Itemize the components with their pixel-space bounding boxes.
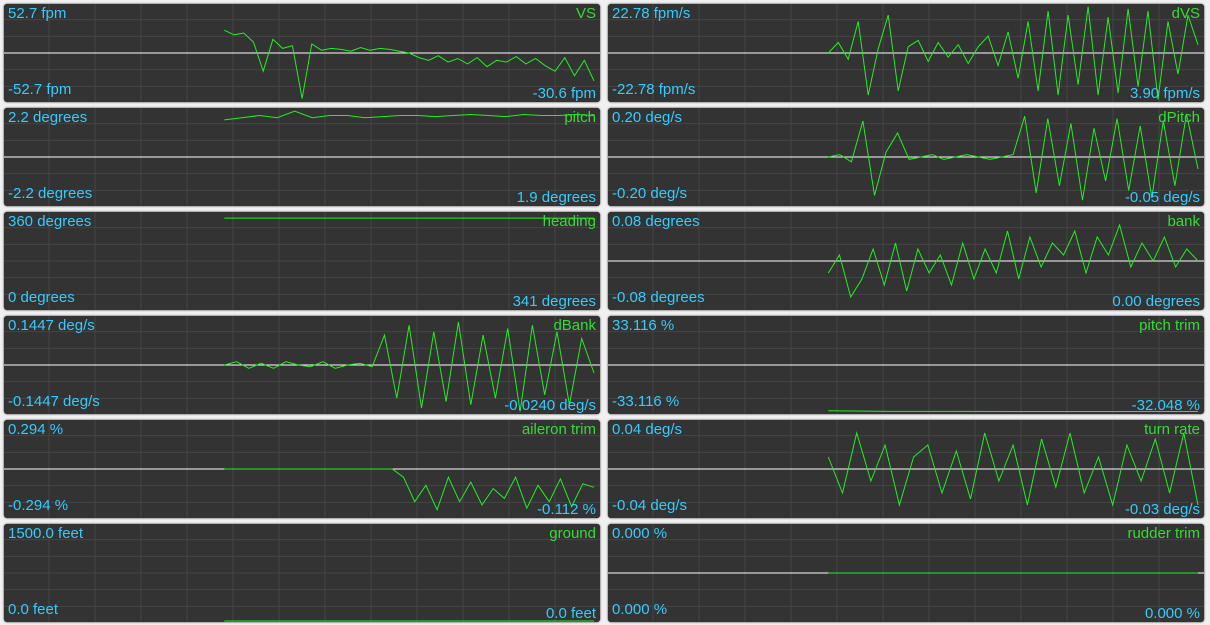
trace [827,6,1199,100]
max-label: 22.78 fpm/s [612,5,690,22]
max-label: 33.116 % [612,317,674,334]
current-value: 341 degrees [513,293,596,310]
min-label: -0.08 degrees [612,289,705,306]
max-label: 0.000 % [612,525,667,542]
current-value: 3.90 fpm/s [1130,85,1200,102]
trace [224,321,595,412]
current-value: -0.112 % [537,501,596,518]
panel: 1500.0 feet 0.0 feet ground 0.0 feet [2,522,602,624]
channel-name: dVS [1172,5,1200,22]
panel: 0.08 degrees -0.08 degrees bank 0.00 degree… [606,210,1206,312]
current-value: 0.000 % [1145,605,1200,622]
current-value: 0.00 degrees [1112,293,1200,310]
min-label: -0.294 % [8,497,68,514]
min-label: -0.04 deg/s [612,497,687,514]
max-label: 2.2 degrees [8,109,87,126]
panel: 2.2 degrees -2.2 degrees pitch 1.9 degrees [2,106,602,208]
channel-name: pitch [564,109,596,126]
trace [828,410,1198,412]
min-label: 0.000 % [612,601,667,618]
min-label: -52.7 fpm [8,81,71,98]
channel-name: dPitch [1158,109,1200,126]
max-label: 0.1447 deg/s [8,317,95,334]
trace [827,223,1199,299]
trace [827,431,1199,507]
channel-name: aileron trim [522,421,596,438]
min-label: -22.78 fpm/s [612,81,695,98]
panel: 0.294 % -0.294 % aileron trim -0.112 % [2,418,602,520]
panel: 33.116 % -33.116 % pitch trim -32.048 % [606,314,1206,416]
panel: 0.1447 deg/s -0.1447 deg/s dBank -0.0240 de… [2,314,602,416]
trace [828,113,1199,201]
panel: 0.000 % 0.000 % rudder trim 0.000 % [606,522,1206,624]
max-label: 0.04 deg/s [612,421,682,438]
panel: 360 degrees 0 degrees heading 341 degrees [2,210,602,312]
min-label: -0.20 deg/s [612,185,687,202]
max-label: 360 degrees [8,213,91,230]
panel: 22.78 fpm/s -22.78 fpm/s dVS 3.90 fpm/s [606,2,1206,104]
trace [224,29,595,99]
channel-name: ground [549,525,596,542]
current-value: 0.0 feet [546,605,597,622]
channel-name: pitch trim [1139,317,1200,334]
current-value: -0.05 deg/s [1125,189,1200,206]
min-label: -2.2 degrees [8,185,92,202]
current-value: -0.0240 deg/s [504,397,596,414]
current-value: -30.6 fpm [533,85,596,102]
panel: 0.20 deg/s -0.20 deg/s dPitch -0.05 deg/s [606,106,1206,208]
max-label: 52.7 fpm [8,5,66,22]
max-label: 0.08 degrees [612,213,700,230]
current-value: 1.9 degrees [517,189,596,206]
channel-name: turn rate [1144,421,1200,438]
current-value: -0.03 deg/s [1125,501,1200,518]
channel-name: heading [543,213,596,230]
panel: 52.7 fpm -52.7 fpm VS -30.6 fpm [2,2,602,104]
channel-name: bank [1167,213,1200,230]
min-label: -0.1447 deg/s [8,393,100,410]
panel: 0.04 deg/s -0.04 deg/s turn rate -0.03 deg/… [606,418,1206,520]
current-value: -32.048 % [1132,397,1200,414]
trace [224,468,595,512]
channel-name: rudder trim [1127,525,1200,542]
min-label: -33.116 % [612,393,679,410]
max-label: 0.20 deg/s [612,109,682,126]
max-label: 1500.0 feet [8,525,84,542]
channel-name: VS [576,5,596,22]
min-label: 0.0 feet [8,601,59,618]
min-label: 0 degrees [8,289,75,306]
max-label: 0.294 % [8,421,63,438]
trace [224,110,595,121]
channel-name: dBank [553,317,596,334]
